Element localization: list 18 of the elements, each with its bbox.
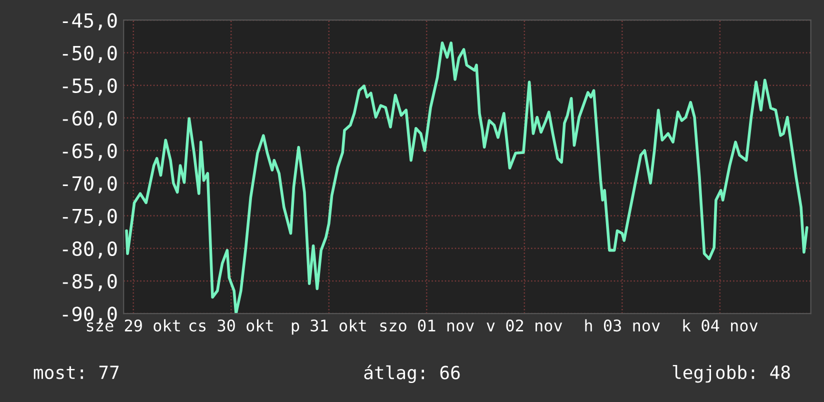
y-tick-label: -55,0 [62, 78, 117, 96]
x-tick-label: h 03 nov [585, 319, 660, 332]
text: most: 77 [34, 366, 119, 380]
y-tick-label: -75,0 [62, 208, 117, 226]
text: legjobb: 48 [672, 365, 790, 383]
y-tick-label: -85,0 [62, 274, 117, 292]
y-tick-label: -60,0 [62, 110, 117, 128]
y-tick-label: -45,0 [62, 13, 117, 30]
x-tick-label: p 31 okt [292, 319, 366, 335]
y-tick-label: -70,0 [62, 176, 117, 194]
x-tick-label: szo 01 nov [380, 319, 474, 332]
x-tick-label: k 04 nov [683, 319, 758, 332]
text: átlag: 66 [364, 364, 460, 384]
x-tick-label: v 02 nov [486, 319, 562, 332]
y-tick-label: -50,0 [62, 46, 117, 63]
x-tick-label: cs 30 okt [189, 319, 273, 332]
y-tick-label: -65,0 [62, 144, 117, 161]
y-tick-label: -80,0 [62, 241, 117, 259]
